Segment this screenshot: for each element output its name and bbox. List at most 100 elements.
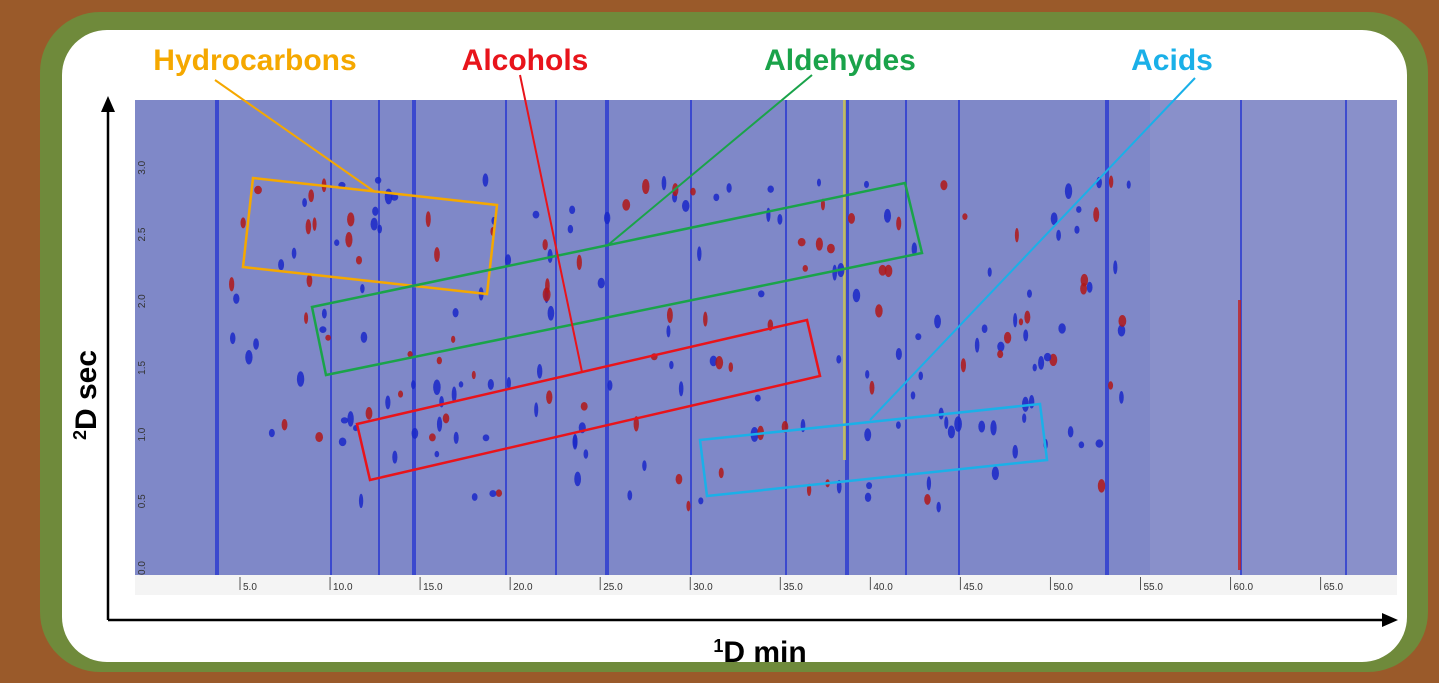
spot (598, 278, 605, 289)
spot (803, 265, 808, 272)
spot (975, 338, 980, 353)
spot (997, 350, 1003, 358)
x-axis-title: 1D min (713, 636, 806, 669)
spot (533, 211, 540, 219)
spot (1080, 283, 1087, 295)
spot (347, 411, 353, 427)
spot (915, 333, 921, 340)
spot (961, 358, 966, 372)
spot (853, 289, 861, 302)
label: Alcohols (462, 44, 589, 77)
spot (798, 238, 806, 246)
spot (1119, 391, 1124, 404)
spot (451, 336, 455, 343)
spot (627, 490, 632, 500)
spot (1108, 381, 1113, 389)
spot (865, 370, 869, 379)
spot (434, 247, 440, 262)
spot (607, 380, 612, 390)
spot (1029, 395, 1034, 408)
spot (698, 497, 703, 504)
streak (1238, 300, 1241, 570)
streak (378, 100, 380, 575)
y-axis-title: 2D sec (70, 350, 103, 440)
spot (308, 189, 314, 202)
spot (429, 433, 436, 441)
spot (269, 429, 275, 437)
spot (832, 265, 837, 281)
streak (690, 100, 692, 575)
spot (703, 312, 707, 327)
spot (254, 186, 262, 194)
spot (690, 188, 696, 196)
plot-haze (1150, 100, 1397, 575)
spot (940, 180, 947, 190)
y-tick-label: 0.5 (137, 494, 148, 508)
x-tick-label: 35.0 (783, 582, 803, 593)
spot (962, 213, 967, 220)
x-tick-label: 15.0 (423, 582, 443, 593)
spot (934, 315, 941, 329)
spot (758, 290, 765, 297)
x-tick-label: 60.0 (1234, 582, 1254, 593)
spot (375, 177, 381, 184)
x-tick-label: 50.0 (1053, 582, 1073, 593)
spot (496, 489, 502, 496)
spot (584, 449, 589, 458)
spot (662, 176, 667, 190)
spot (319, 326, 326, 333)
label: Aldehydes (764, 44, 916, 77)
spot (666, 325, 670, 337)
spot (879, 265, 887, 276)
spot (581, 402, 588, 411)
spot (361, 332, 368, 343)
spot (454, 432, 459, 444)
spot (875, 304, 882, 317)
spot (729, 362, 733, 372)
spot (577, 255, 582, 270)
spot (1079, 441, 1085, 448)
spot (686, 501, 690, 512)
spot (1038, 356, 1044, 370)
streak (1345, 100, 1347, 575)
spot (543, 287, 551, 301)
spot (954, 416, 962, 432)
spot (472, 371, 476, 379)
page: 5.010.015.020.025.030.035.040.045.050.05… (0, 0, 1439, 678)
spot (827, 244, 835, 254)
x-tick-label: 5.0 (243, 582, 257, 593)
spot (304, 312, 308, 324)
spot (1015, 228, 1019, 242)
spot (676, 474, 683, 485)
spot (896, 421, 901, 428)
spot (537, 364, 542, 379)
spot (944, 417, 948, 429)
streak (958, 100, 960, 575)
y-tick-label: 2.5 (137, 227, 148, 241)
spot (292, 248, 297, 259)
spot (371, 218, 378, 231)
spot (990, 420, 996, 435)
streak (785, 100, 787, 575)
streak (412, 100, 416, 575)
spot (282, 419, 288, 431)
spot (1098, 479, 1105, 492)
spot (777, 214, 782, 225)
spot (924, 494, 930, 505)
spot (1109, 176, 1113, 188)
spot (848, 213, 855, 224)
spot (345, 232, 352, 247)
spot (755, 395, 761, 402)
spot (433, 379, 441, 394)
spot (682, 200, 690, 212)
spot (230, 332, 235, 344)
spot (534, 402, 538, 417)
spot (278, 259, 284, 270)
spot (988, 267, 992, 276)
spot (715, 356, 723, 369)
spot (642, 179, 649, 194)
spot (1074, 226, 1079, 234)
spot (982, 324, 988, 333)
spot (453, 308, 459, 317)
spot (667, 308, 673, 323)
